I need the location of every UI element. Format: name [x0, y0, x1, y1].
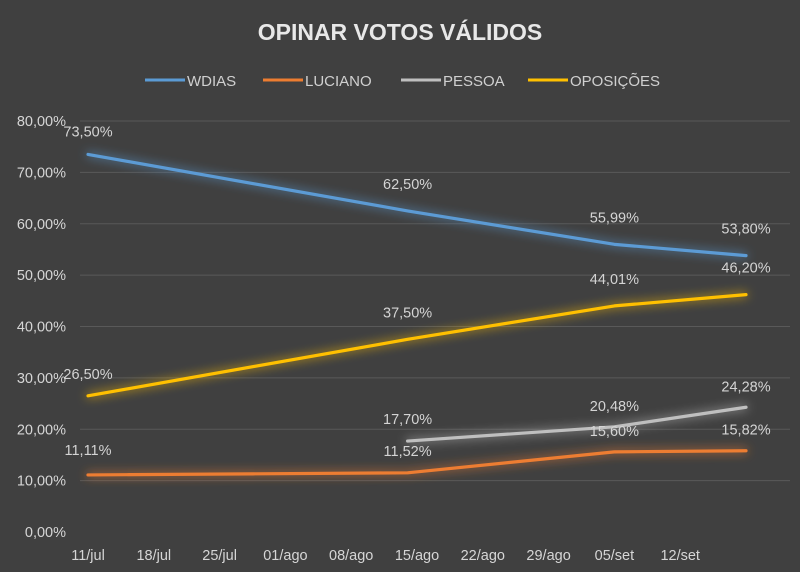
y-tick-label: 80,00%	[17, 114, 66, 130]
x-tick-label: 05/set	[595, 548, 635, 564]
series-line-pessoa	[406, 405, 748, 443]
series-lines	[86, 152, 748, 477]
legend-label-luciano: LUCIANO	[305, 73, 372, 90]
legend-label-oposições: OPOSIÇÕES	[570, 73, 660, 90]
data-label: 55,99%	[590, 210, 639, 226]
x-tick-label: 18/jul	[136, 548, 171, 564]
series-line-wdias	[86, 152, 748, 258]
legend-label-pessoa: PESSOA	[443, 73, 505, 90]
data-label: 24,28%	[721, 379, 770, 395]
y-axis: 0,00% 10,00% 20,00% 30,00% 40,00% 50,00% 60,00…	[17, 114, 66, 541]
data-label: 46,20%	[721, 261, 770, 277]
x-tick-label: 12/set	[660, 548, 700, 564]
x-tick-label: 01/ago	[263, 548, 307, 564]
y-tick-label: 0,00%	[25, 525, 66, 541]
data-label: 20,48%	[590, 399, 639, 415]
series-line-luciano	[86, 449, 748, 477]
data-label: 73,50%	[63, 124, 112, 140]
x-tick-label: 29/ago	[526, 548, 570, 564]
x-tick-label: 11/jul	[71, 548, 105, 564]
data-label: 11,52%	[384, 444, 432, 460]
data-label: 37,50%	[383, 305, 432, 321]
data-label: 15,60%	[590, 424, 639, 440]
y-tick-label: 50,00%	[17, 268, 66, 284]
data-labels: 73,50% 62,50% 55,99% 53,80% 11,11% 11,52% 15,6…	[63, 124, 770, 459]
data-label: 26,50%	[63, 367, 112, 383]
y-tick-label: 70,00%	[17, 165, 66, 181]
x-axis: 11/jul 18/jul 25/jul 01/ago 08/ago 15/ago 22/a…	[71, 548, 700, 564]
data-label: 11,11%	[64, 443, 111, 459]
x-tick-label: 25/jul	[202, 548, 237, 564]
y-tick-label: 40,00%	[17, 320, 66, 336]
y-tick-label: 20,00%	[17, 422, 66, 438]
x-tick-label: 22/ago	[461, 548, 505, 564]
x-tick-label: 08/ago	[329, 548, 373, 564]
data-label: 62,50%	[383, 177, 432, 193]
x-tick-label: 15/ago	[395, 548, 439, 564]
data-label: 17,70%	[383, 412, 432, 428]
y-tick-label: 30,00%	[17, 371, 66, 387]
data-label: 15,82%	[721, 423, 770, 439]
data-label: 44,01%	[590, 272, 639, 288]
y-tick-label: 60,00%	[17, 217, 66, 233]
y-tick-label: 10,00%	[17, 474, 66, 490]
legend: WDIAS LUCIANO PESSOA OPOSIÇÕES	[145, 73, 660, 90]
series-line-oposições	[86, 293, 748, 398]
data-label: 53,80%	[721, 222, 770, 238]
chart-title: OPINAR VOTOS VÁLIDOS	[258, 18, 543, 45]
legend-label-wdias: WDIAS	[187, 73, 236, 90]
